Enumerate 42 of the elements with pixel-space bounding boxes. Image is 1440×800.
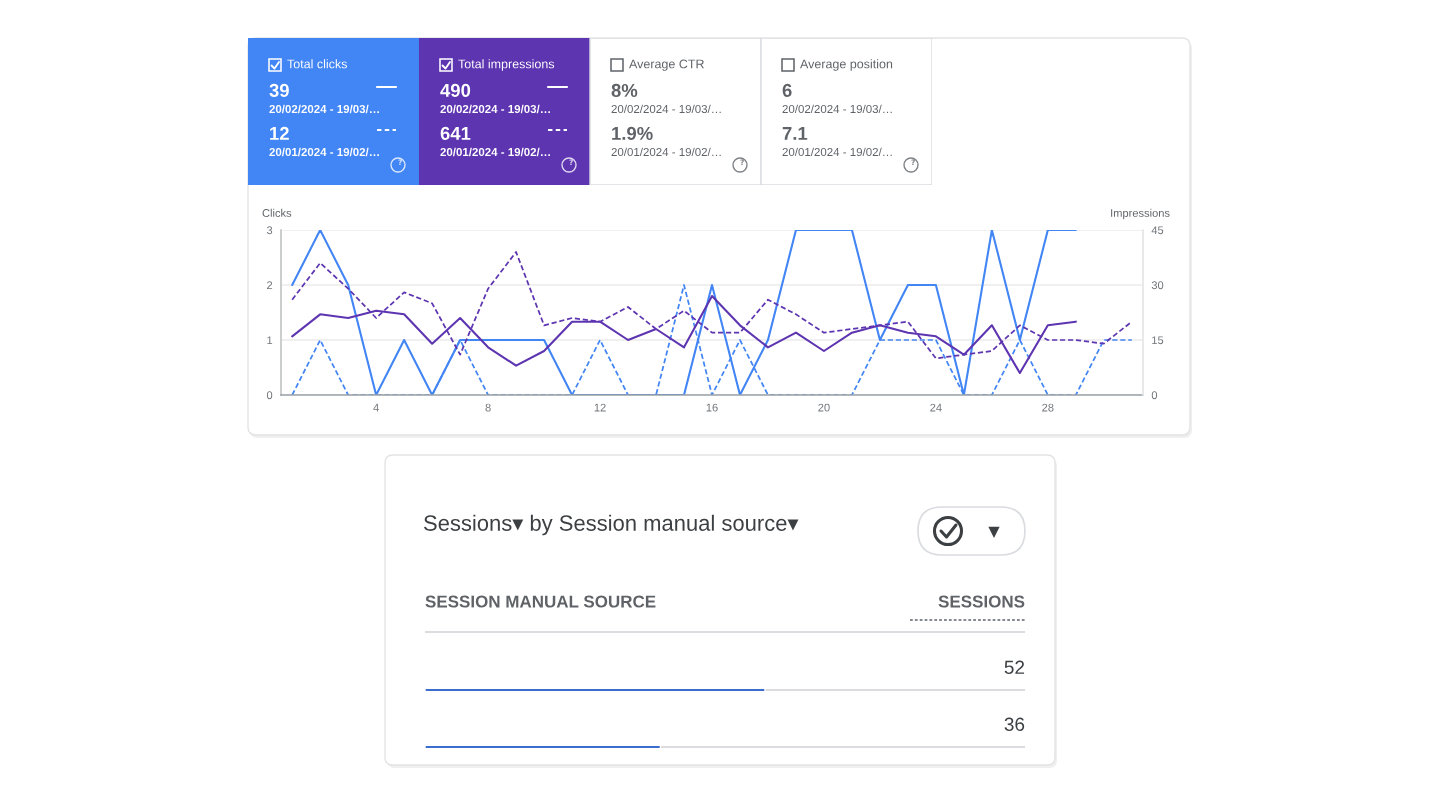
text: 12 xyxy=(270,126,289,140)
y2-tick-label: 0 xyxy=(1151,391,1158,400)
x-tick-label: 4 xyxy=(373,403,379,412)
text: 20/01/2024 - 19/02/… xyxy=(440,147,550,157)
text: 1.9% xyxy=(612,126,653,140)
text: 20/02/2024 - 19/03/… xyxy=(611,104,721,114)
data-label: 52 xyxy=(1004,660,1025,675)
text: 20/01/2024 - 19/02/… xyxy=(782,147,892,157)
x-tick-label: 8 xyxy=(485,403,491,412)
data-label: 36 xyxy=(1004,717,1025,732)
text: Total impressions xyxy=(458,59,555,71)
x-tick-label: 20 xyxy=(818,403,830,412)
y-tick-label: 2 xyxy=(267,281,273,290)
text: 641 xyxy=(440,126,471,140)
y2-axis-title: Impressions xyxy=(1111,208,1170,220)
text: 8% xyxy=(611,83,638,97)
x-tick-label: 24 xyxy=(930,403,942,412)
text: Average position xyxy=(800,59,893,71)
x-tick-label: 12 xyxy=(594,403,606,412)
text: Total clicks xyxy=(287,59,347,69)
y-tick-label: 1 xyxy=(267,336,273,345)
y-tick-label: 3 xyxy=(266,226,273,235)
x-tick-label: 16 xyxy=(706,403,718,412)
text: 39 xyxy=(269,83,289,97)
y2-tick-label: 45 xyxy=(1151,226,1164,235)
text: 20/01/2024 - 19/02/… xyxy=(611,147,721,157)
y2-tick-label: 30 xyxy=(1151,281,1164,290)
text: 20/02/2024 - 19/03/… xyxy=(782,104,892,114)
chart-title: Sessions▾ by Session manual source▾ xyxy=(424,514,799,536)
y-axis-title: Clicks xyxy=(262,208,292,217)
y-axis-title: SESSION MANUAL SOURCE xyxy=(425,595,656,608)
text: 20/01/2024 - 19/02/… xyxy=(269,147,379,157)
text: 20/02/2024 - 19/03/… xyxy=(269,104,379,114)
text: 7.1 xyxy=(782,127,808,140)
text: Average CTR xyxy=(629,59,704,71)
text: 490 xyxy=(440,83,471,97)
text: 6 xyxy=(782,83,792,97)
y-tick-label: 0 xyxy=(266,391,273,400)
text: 20/02/2024 - 19/03/… xyxy=(440,104,550,114)
y2-tick-label: 15 xyxy=(1152,336,1164,345)
x-tick-label: 28 xyxy=(1042,403,1054,412)
text: SESSIONS xyxy=(938,595,1025,608)
